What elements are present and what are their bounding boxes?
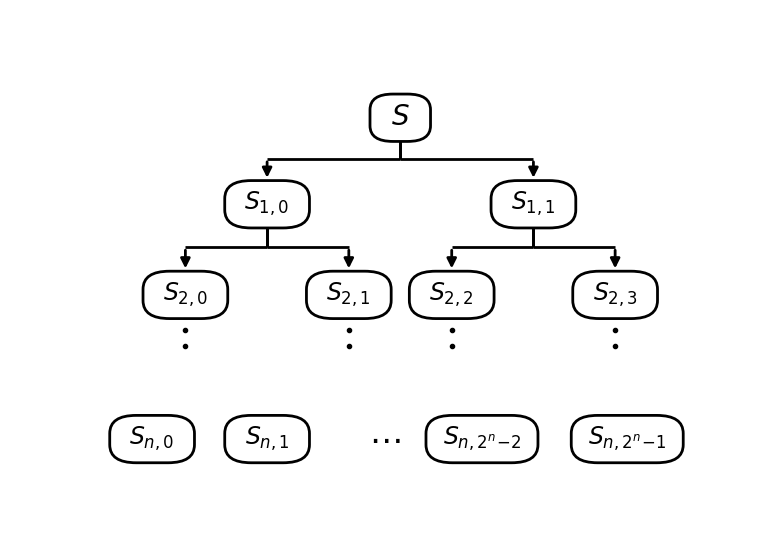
Text: $\mathit{S_{2,1}}$: $\mathit{S_{2,1}}$ [326,281,371,309]
FancyBboxPatch shape [225,415,309,463]
Text: $\mathit{S_{n,2^n\!-\!1}}$: $\mathit{S_{n,2^n\!-\!1}}$ [588,425,666,453]
Text: $\mathit{S_{1,0}}$: $\mathit{S_{1,0}}$ [244,190,290,218]
FancyBboxPatch shape [426,415,538,463]
Text: $\cdots$: $\cdots$ [369,423,401,456]
FancyBboxPatch shape [143,271,228,318]
Text: $\mathit{S_{n,2^n\!-\!2}}$: $\mathit{S_{n,2^n\!-\!2}}$ [443,425,521,453]
Text: $\mathit{S_{n,0}}$: $\mathit{S_{n,0}}$ [130,425,175,453]
FancyBboxPatch shape [225,181,309,228]
Text: $\mathit{S_{2,0}}$: $\mathit{S_{2,0}}$ [162,281,208,309]
Text: $\mathit{S_{2,2}}$: $\mathit{S_{2,2}}$ [430,281,474,309]
FancyBboxPatch shape [370,94,430,141]
FancyBboxPatch shape [572,271,658,318]
Text: $\mathit{S_{1,1}}$: $\mathit{S_{1,1}}$ [511,190,556,218]
Text: $\mathit{S}$: $\mathit{S}$ [391,104,409,131]
FancyBboxPatch shape [306,271,391,318]
FancyBboxPatch shape [491,181,576,228]
FancyBboxPatch shape [109,415,194,463]
FancyBboxPatch shape [409,271,494,318]
FancyBboxPatch shape [571,415,683,463]
Text: $\mathit{S_{2,3}}$: $\mathit{S_{2,3}}$ [593,281,638,309]
Text: $\mathit{S_{n,1}}$: $\mathit{S_{n,1}}$ [244,425,290,453]
